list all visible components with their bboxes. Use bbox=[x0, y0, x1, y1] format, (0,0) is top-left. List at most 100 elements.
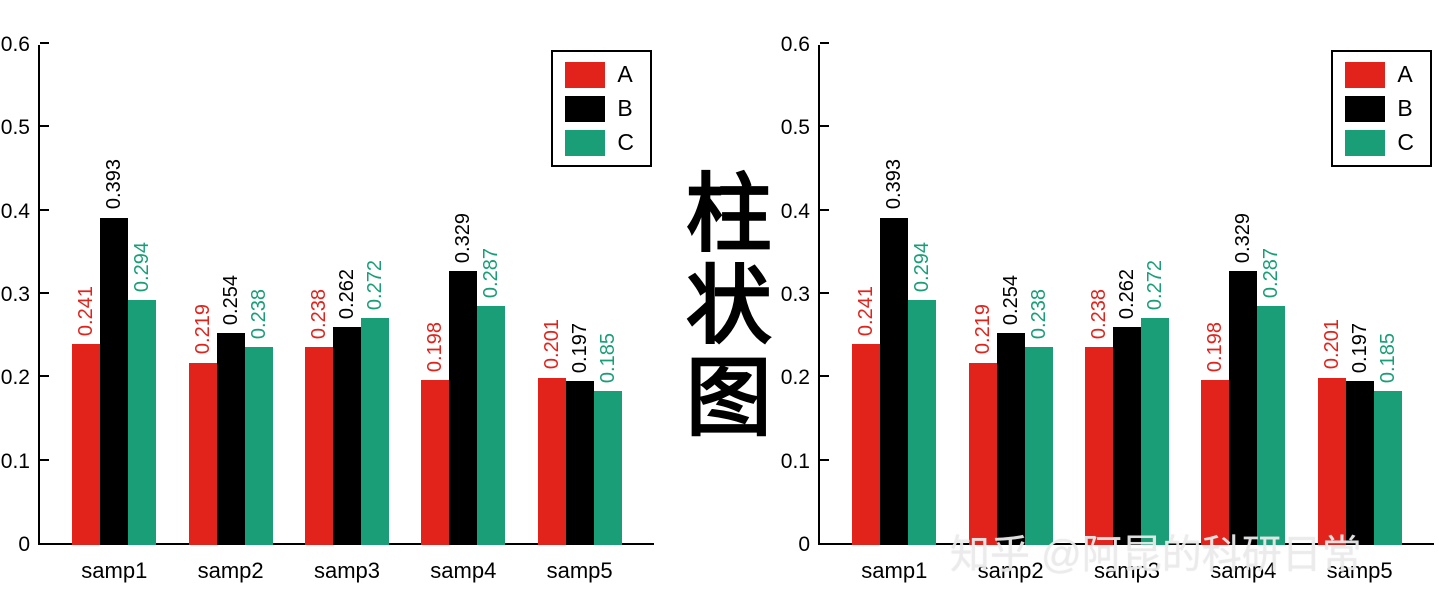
bar-B-samp2 bbox=[216, 333, 245, 545]
y-tick-mark bbox=[820, 125, 829, 128]
bar-value-label: 0.198 bbox=[424, 321, 447, 372]
bar-A-samp1 bbox=[852, 344, 881, 545]
y-tick-label: 0.2 bbox=[780, 366, 810, 390]
bar-slot: 0.198 bbox=[1201, 45, 1230, 545]
bar-C-samp1 bbox=[908, 300, 937, 545]
bar-A-samp5 bbox=[537, 377, 566, 545]
bar-group-samp2: 0.219 0.254 0.238 bbox=[968, 45, 1053, 545]
legend-swatch-B bbox=[1345, 95, 1386, 122]
y-tick-label: 0.1 bbox=[780, 449, 810, 473]
bar-slot: 0.238 bbox=[244, 45, 273, 545]
y-tick-label: 0 bbox=[798, 533, 810, 556]
legend-item-B: B bbox=[565, 95, 634, 122]
bar-C-samp1 bbox=[128, 300, 157, 545]
y-tick-label: 0.3 bbox=[780, 283, 810, 306]
bar-slot: 0.238 bbox=[1024, 45, 1053, 545]
bar-value-label: 0.294 bbox=[131, 241, 154, 292]
bar-B-samp4 bbox=[1229, 270, 1258, 545]
bar-B-samp1 bbox=[880, 217, 909, 545]
legend-item-C: C bbox=[1345, 129, 1414, 156]
bar-value-label: 0.287 bbox=[1260, 247, 1283, 298]
bar-C-samp3 bbox=[360, 318, 389, 545]
bar-value-label: 0.219 bbox=[971, 304, 994, 355]
y-tick-mark bbox=[820, 42, 829, 44]
bar-value-label: 0.262 bbox=[1115, 268, 1138, 319]
x-axis-labels: samp1 samp2 samp3 samp4 samp5 bbox=[820, 558, 1434, 584]
calligraphy-title: 柱状图 bbox=[670, 168, 772, 444]
x-tick-label: samp5 bbox=[1326, 558, 1393, 583]
bar-B-samp4 bbox=[449, 270, 478, 545]
bar-C-samp3 bbox=[1140, 318, 1169, 545]
y-tick-label: 0.1 bbox=[0, 449, 30, 473]
legend-item-C: C bbox=[565, 129, 634, 156]
x-axis-labels: samp1 samp2 samp3 samp4 samp5 bbox=[40, 558, 654, 584]
bar-slot: 0.219 bbox=[188, 45, 217, 545]
bar-slot: 0.238 bbox=[1084, 45, 1113, 545]
legend-swatch-B bbox=[565, 95, 606, 122]
bar-group-samp3: 0.238 0.262 0.272 bbox=[304, 45, 389, 545]
legend-item-A: A bbox=[1345, 61, 1414, 88]
y-tick-mark bbox=[40, 42, 49, 44]
bar-value-label: 0.238 bbox=[1087, 288, 1110, 339]
bar-groups: 0.241 0.393 0.294 0.219 0.254 0.238 0.238 0.262… bbox=[820, 45, 1434, 545]
bar-groups: 0.241 0.393 0.294 0.219 0.254 0.238 0.238 0.262… bbox=[40, 45, 654, 545]
bar-group-samp3: 0.238 0.262 0.272 bbox=[1084, 45, 1169, 545]
bar-group-samp4: 0.198 0.329 0.287 bbox=[421, 45, 506, 545]
x-tick-label: samp4 bbox=[430, 558, 497, 583]
bar-slot: 0.272 bbox=[360, 45, 389, 545]
bar-C-samp4 bbox=[1257, 305, 1286, 545]
bar-slot: 0.294 bbox=[128, 45, 157, 545]
bar-slot: 0.272 bbox=[1140, 45, 1169, 545]
bar-value-label: 0.294 bbox=[911, 241, 934, 292]
bar-slot: 0.201 bbox=[537, 45, 566, 545]
x-tick-label: samp2 bbox=[197, 558, 264, 583]
bar-group-samp1: 0.241 0.393 0.294 bbox=[852, 45, 937, 545]
bar-slot: 0.393 bbox=[100, 45, 129, 545]
y-tick-label: 0.4 bbox=[0, 199, 30, 223]
bar-value-label: 0.393 bbox=[103, 159, 126, 210]
bar-value-label: 0.198 bbox=[1204, 321, 1227, 372]
bar-A-samp2 bbox=[968, 362, 997, 545]
legend-item-B: B bbox=[1345, 95, 1414, 122]
x-tick-label: samp3 bbox=[313, 558, 380, 583]
bar-slot: 0.219 bbox=[968, 45, 997, 545]
legend-label: A bbox=[617, 61, 633, 87]
bar-C-samp4 bbox=[477, 305, 506, 545]
bar-C-samp5 bbox=[1373, 390, 1402, 545]
bar-slot: 0.197 bbox=[1345, 45, 1374, 545]
bar-A-samp5 bbox=[1317, 377, 1346, 545]
bar-slot: 0.287 bbox=[477, 45, 506, 545]
bar-value-label: 0.272 bbox=[363, 260, 386, 311]
bar-slot: 0.329 bbox=[449, 45, 478, 545]
bar-value-label: 0.201 bbox=[1320, 319, 1343, 370]
bar-group-samp4: 0.198 0.329 0.287 bbox=[1201, 45, 1286, 545]
bar-slot: 0.262 bbox=[332, 45, 361, 545]
bar-value-label: 0.329 bbox=[1232, 212, 1255, 263]
bar-C-samp2 bbox=[1024, 346, 1053, 545]
bar-slot: 0.329 bbox=[1229, 45, 1258, 545]
bar-slot: 0.185 bbox=[1373, 45, 1402, 545]
y-tick-mark bbox=[40, 208, 49, 211]
bar-value-label: 0.241 bbox=[855, 286, 878, 337]
bar-slot: 0.185 bbox=[593, 45, 622, 545]
y-tick-label: 0.2 bbox=[0, 366, 30, 390]
y-tick-mark bbox=[820, 375, 829, 378]
bar-A-samp4 bbox=[421, 380, 450, 545]
y-tick-mark bbox=[820, 208, 829, 211]
y-tick-label: 0.3 bbox=[0, 283, 30, 306]
bar-slot: 0.254 bbox=[996, 45, 1025, 545]
bar-A-samp4 bbox=[1201, 380, 1230, 545]
legend-item-A: A bbox=[565, 61, 634, 88]
bar-value-label: 0.185 bbox=[596, 332, 619, 383]
bar-value-label: 0.219 bbox=[191, 304, 214, 355]
bar-slot: 0.241 bbox=[72, 45, 101, 545]
x-tick-label: samp2 bbox=[977, 558, 1044, 583]
y-tick-label: 0.6 bbox=[780, 33, 810, 56]
x-tick-label: samp3 bbox=[1093, 558, 1160, 583]
bar-value-label: 0.197 bbox=[1348, 322, 1371, 373]
bar-B-samp3 bbox=[332, 326, 361, 545]
bar-B-samp2 bbox=[996, 333, 1025, 545]
bar-slot: 0.262 bbox=[1112, 45, 1141, 545]
